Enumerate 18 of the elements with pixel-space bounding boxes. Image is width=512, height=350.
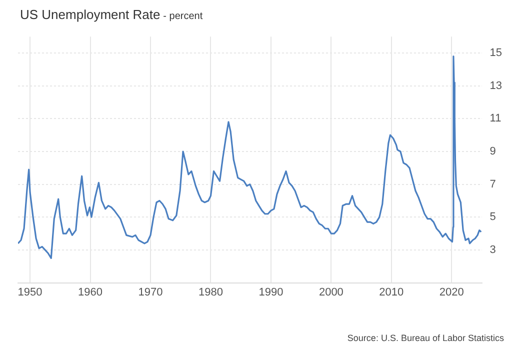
y-tick-label: 3 xyxy=(490,244,496,256)
y-tick-label: 13 xyxy=(490,80,502,92)
y-tick-label: 9 xyxy=(490,146,496,158)
x-tick-label: 1990 xyxy=(258,286,284,298)
y-tick-label: 15 xyxy=(490,47,502,60)
x-tick-label: 2020 xyxy=(439,286,464,298)
y-tick-label: 5 xyxy=(490,211,496,224)
y-tick-label: 11 xyxy=(490,112,502,125)
chart-title: US Unemployment Rate xyxy=(20,7,160,22)
x-tick-label: 2000 xyxy=(318,286,344,298)
x-tick-label: 1950 xyxy=(18,286,42,298)
y-tick-label: 7 xyxy=(490,178,496,190)
x-tick-label: 1960 xyxy=(78,286,103,298)
x-tick-label: 2010 xyxy=(379,286,404,298)
x-tick-label: 1970 xyxy=(138,286,163,298)
x-tick-label: 1980 xyxy=(198,286,223,298)
chart-subtitle: - percent xyxy=(163,11,203,22)
source-note: Source: U.S. Bureau of Labor Statistics xyxy=(347,333,504,343)
